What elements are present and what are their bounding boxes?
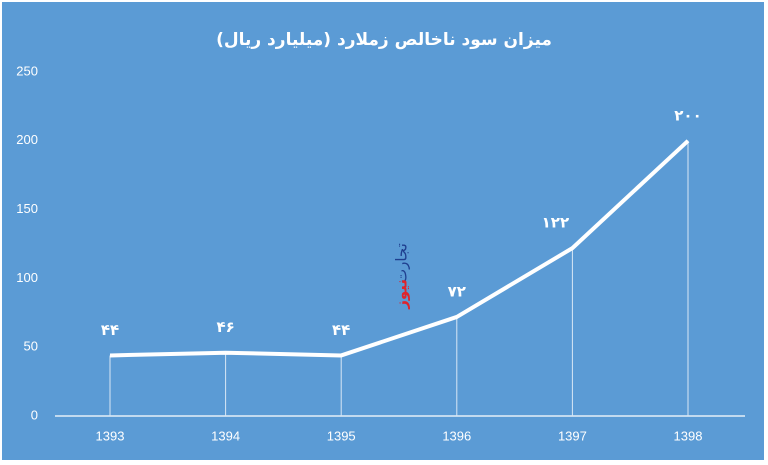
x-tick-label: 1395 [327,428,356,443]
y-tick-label: 50 [24,339,38,354]
chart-title: میزان سود ناخالص زملارد (میلیارد ریال) [216,30,552,50]
y-tick-label: 150 [16,201,38,216]
x-tick-label: 1396 [442,428,471,443]
line [109,139,690,358]
data-label: ۱۲۲ [542,214,569,232]
data-label: ۲۰۰ [674,106,701,124]
y-tick-label: 0 [31,407,38,422]
x-tick-label: 1394 [211,428,240,443]
x-tick-label: 1398 [674,428,703,443]
x-tick-label: 1397 [558,428,587,443]
watermark-text: تجارت [393,243,411,283]
y-tick-label: 250 [16,63,38,78]
x-tick-label: 1393 [96,428,125,443]
y-tick-label: 200 [16,132,38,147]
chart-background [2,2,764,460]
data-label: ۷۲ [448,282,466,300]
data-label: ۴۶ [216,318,234,336]
watermark-text: نیوز [393,279,411,310]
data-label: ۴۴ [332,321,350,339]
watermark: تجارت نیوز [393,243,411,310]
y-tick-label: 100 [16,270,38,285]
data-label: ۴۴ [101,321,119,339]
